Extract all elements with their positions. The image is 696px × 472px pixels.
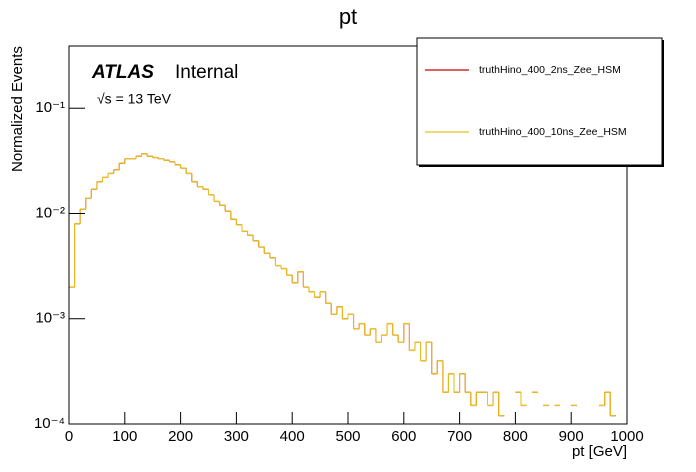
series — [69, 153, 616, 417]
x-tick-label: 400 — [280, 428, 305, 445]
y-tick-label: 10⁻² — [35, 204, 65, 221]
legend-label: truthHino_400_2ns_Zee_HSM — [479, 64, 621, 76]
x-tick-label: 800 — [503, 428, 528, 445]
x-tick-label: 100 — [112, 428, 137, 445]
internal-label: Internal — [175, 62, 238, 83]
x-tick-label: 300 — [224, 428, 249, 445]
y-tick-label: 10⁻³ — [35, 310, 65, 327]
x-tick-label: 200 — [168, 428, 193, 445]
chart-title: pt — [339, 4, 357, 29]
legend-label: truthHino_400_10ns_Zee_HSM — [479, 126, 627, 138]
y-tick-label: 10⁻¹ — [35, 99, 65, 116]
x-tick-label: 500 — [335, 428, 360, 445]
x-tick-label: 700 — [447, 428, 472, 445]
y-axis-label: Normalized Events — [9, 46, 26, 172]
y-tick-label: 10⁻⁴ — [34, 415, 65, 432]
x-tick-label: 1000 — [610, 428, 643, 445]
legend — [416, 37, 663, 166]
x-tick-label: 0 — [65, 428, 73, 445]
x-axis-label: pt [GeV] — [572, 443, 627, 460]
x-tick-label: 900 — [559, 428, 584, 445]
energy-label: √s = 13 TeV — [97, 91, 172, 107]
atlas-label: ATLAS — [91, 62, 154, 83]
x-tick-label: 600 — [391, 428, 416, 445]
series — [69, 153, 616, 417]
